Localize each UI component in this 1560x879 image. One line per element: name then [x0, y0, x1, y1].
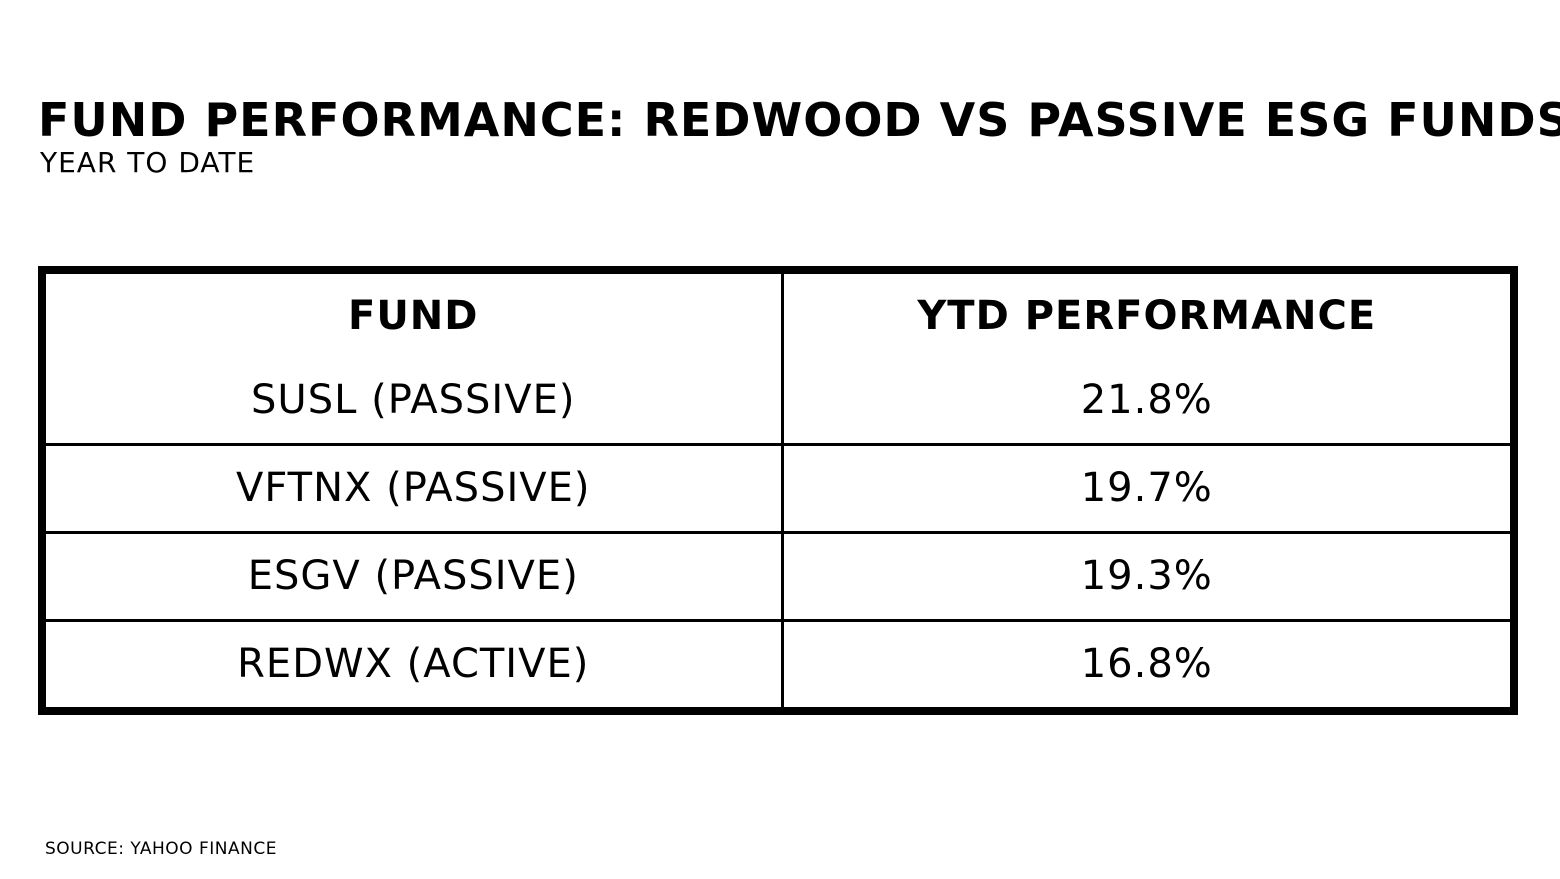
performance-table-frame: FUND YTD PERFORMANCE SUSL (PASSIVE) 21.8… — [38, 266, 1518, 715]
fund-name-cell: REDWX (ACTIVE) — [46, 618, 782, 707]
ytd-value-cell: 21.8% — [780, 358, 1510, 445]
table-row: REDWX (ACTIVE) 16.8% — [46, 618, 1510, 707]
performance-table: FUND YTD PERFORMANCE SUSL (PASSIVE) 21.8… — [46, 274, 1510, 707]
ytd-value-cell: 19.3% — [780, 530, 1510, 621]
chart-title: FUND PERFORMANCE: REDWOOD VS PASSIVE ESG… — [38, 93, 1560, 147]
ytd-value-cell: 19.7% — [780, 442, 1510, 533]
column-header-ytd-performance: YTD PERFORMANCE — [780, 274, 1510, 358]
source-note: SOURCE: YAHOO FINANCE — [45, 839, 277, 859]
column-header-fund: FUND — [348, 293, 479, 339]
table-row: SUSL (PASSIVE) 21.8% — [46, 358, 1510, 445]
fund-name-cell: SUSL (PASSIVE) — [251, 377, 576, 424]
ytd-value-cell: 16.8% — [780, 618, 1510, 707]
fund-name-cell: ESGV (PASSIVE) — [46, 530, 782, 621]
chart-subtitle: YEAR TO DATE — [40, 146, 256, 179]
table-row: ESGV (PASSIVE) 19.3% — [46, 530, 1510, 621]
table-header-row: FUND YTD PERFORMANCE — [46, 274, 1510, 358]
fund-name-cell: VFTNX (PASSIVE) — [46, 442, 782, 533]
table-row: VFTNX (PASSIVE) 19.7% — [46, 442, 1510, 533]
